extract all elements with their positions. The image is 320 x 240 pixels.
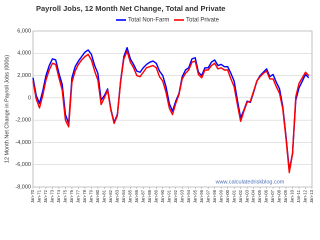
series-line bbox=[32, 47, 310, 171]
y-tick-label: -2,000 bbox=[15, 118, 31, 124]
x-tick-label: Jan-70 bbox=[30, 189, 35, 203]
x-tick-label: Jan-75 bbox=[63, 189, 68, 203]
chart: Payroll Jobs, 12 Month Net Change, Total… bbox=[4, 3, 315, 204]
x-tick-label: Jan-03 bbox=[244, 189, 249, 203]
y-tick-label: 6,000 bbox=[17, 28, 31, 34]
x-tick-label: Jan-77 bbox=[76, 189, 81, 203]
y-tick-label: -4,000 bbox=[15, 140, 31, 146]
x-tick-label: Jan-84 bbox=[121, 189, 126, 203]
x-tick-label: Jan-72 bbox=[43, 189, 48, 203]
x-tick-label: Jan-89 bbox=[153, 189, 158, 203]
x-tick-label: Jan-98 bbox=[212, 189, 217, 203]
x-tick-label: Jan-87 bbox=[140, 189, 145, 203]
x-tick-label: Jan-94 bbox=[186, 189, 191, 203]
legend-label: Total Non-Farm bbox=[128, 18, 169, 24]
x-tick-label: Jan-06 bbox=[264, 189, 269, 203]
legend-label: Total Private bbox=[186, 18, 220, 24]
x-tick-label: Jan-79 bbox=[89, 189, 94, 203]
x-tick-label: Jan-11 bbox=[296, 189, 301, 202]
y-tick-label: 4,000 bbox=[17, 51, 31, 57]
x-tick-label: Jan-02 bbox=[238, 189, 243, 203]
x-tick-label: Jan-76 bbox=[69, 189, 74, 203]
x-tick-label: Jan-83 bbox=[114, 189, 119, 203]
x-tick-label: Jan-13 bbox=[309, 189, 314, 203]
x-tick-label: Jan-08 bbox=[277, 189, 282, 203]
x-tick-label: Jan-10 bbox=[290, 189, 295, 203]
x-tick-label: Jan-00 bbox=[225, 189, 230, 203]
x-tick-label: Jan-78 bbox=[82, 189, 87, 203]
x-tick-label: Jan-12 bbox=[303, 189, 308, 203]
x-tick-label: Jan-04 bbox=[251, 189, 256, 203]
x-tick-label: Jan-95 bbox=[192, 189, 197, 203]
x-tick-label: Jan-96 bbox=[199, 189, 204, 203]
x-tick-label: Jan-86 bbox=[134, 189, 139, 203]
chart-title: Payroll Jobs, 12 Month Net Change, Total… bbox=[36, 4, 225, 13]
x-tick-label: Jan-91 bbox=[166, 189, 171, 203]
x-tick-label: Jan-71 bbox=[37, 189, 42, 203]
y-tick-label: -8,000 bbox=[15, 184, 31, 190]
x-tick-label: Jan-07 bbox=[270, 189, 275, 203]
x-tick-label: Jan-92 bbox=[173, 189, 178, 203]
x-tick-label: Jan-74 bbox=[56, 189, 61, 203]
x-tick-label: Jan-85 bbox=[127, 189, 132, 203]
x-tick-label: Jan-09 bbox=[283, 189, 288, 203]
x-tick-label: Jan-90 bbox=[160, 189, 165, 203]
y-tick-label: 0 bbox=[28, 95, 31, 101]
y-tick-label: -6,000 bbox=[15, 162, 31, 168]
x-tick-label: Jan-01 bbox=[231, 189, 236, 203]
x-tick-label: Jan-99 bbox=[218, 189, 223, 203]
x-tick-label: Jan-73 bbox=[50, 189, 55, 203]
x-tick-label: Jan-81 bbox=[102, 189, 107, 203]
x-tick-label: Jan-80 bbox=[95, 189, 100, 203]
x-tick-label: Jan-05 bbox=[257, 189, 262, 203]
y-axis-label: 12 Month Net Change in Payroll Jobs (000… bbox=[4, 55, 10, 163]
x-tick-label: Jan-97 bbox=[205, 189, 210, 203]
x-tick-label: Jan-82 bbox=[108, 189, 113, 203]
x-tick-label: Jan-88 bbox=[147, 189, 152, 203]
y-tick-label: 2,000 bbox=[17, 73, 31, 79]
x-tick-label: Jan-93 bbox=[179, 189, 184, 203]
series-line bbox=[32, 50, 310, 174]
watermark: www.calculatedriskblog.com bbox=[215, 179, 285, 185]
